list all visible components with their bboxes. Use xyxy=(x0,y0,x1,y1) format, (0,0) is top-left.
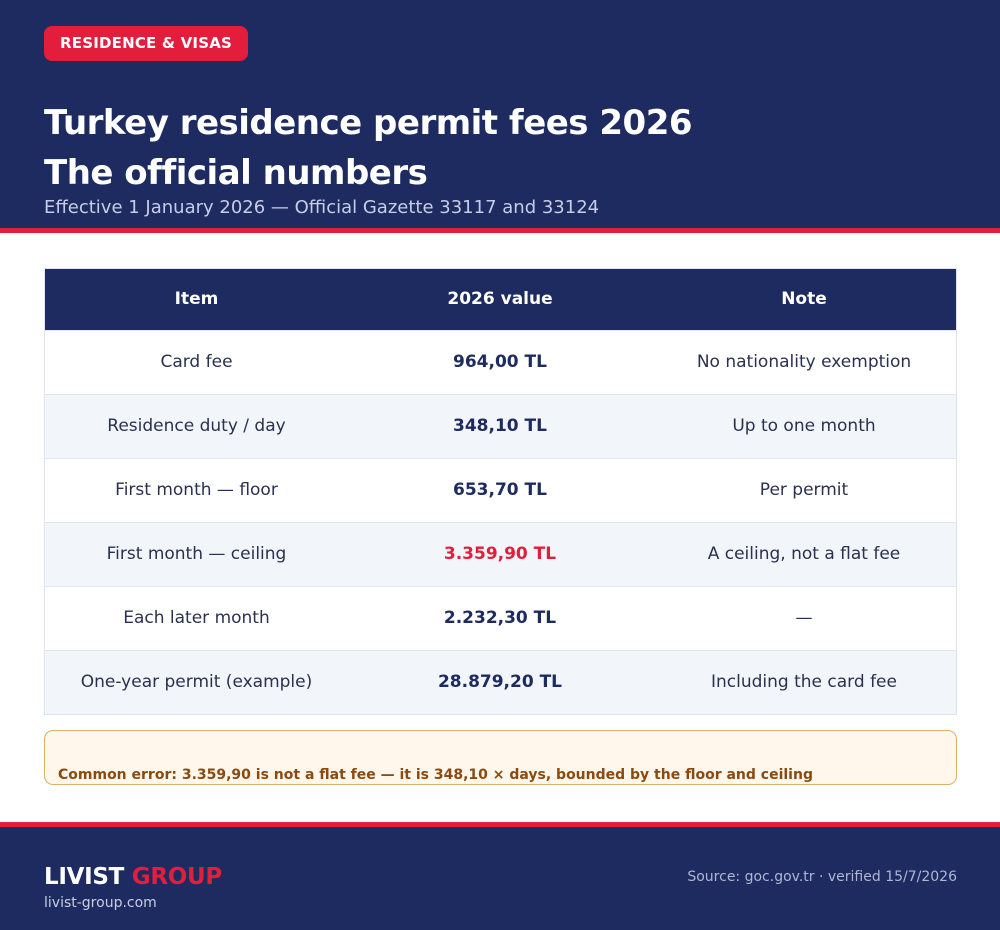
page-title-line1: Turkey residence permit fees 2026 xyxy=(44,103,693,143)
cell-value: 964,00 TL xyxy=(348,329,652,394)
brand-logo: LIVIST GROUP xyxy=(44,863,222,891)
table-row: First month — floor 653,70 TL Per permit xyxy=(45,457,956,522)
page-subtitle: Effective 1 January 2026 — Official Gaze… xyxy=(44,197,600,218)
cell-item: One-year permit (example) xyxy=(45,649,348,714)
column-header-value: 2026 value xyxy=(348,269,652,330)
cell-item: First month — ceiling xyxy=(45,521,348,586)
page-title: Turkey residence permit fees 2026 The of… xyxy=(44,98,944,198)
common-error-callout: Common error: 3.359,90 is not a flat fee… xyxy=(44,730,957,785)
table-row: Card fee 964,00 TL No nationality exempt… xyxy=(45,329,956,394)
header-divider xyxy=(0,228,1000,233)
table-row: Residence duty / day 348,10 TL Up to one… xyxy=(45,393,956,458)
cell-item: First month — floor xyxy=(45,457,348,522)
cell-value: 2.232,30 TL xyxy=(348,585,652,650)
cell-value-highlighted: 3.359,90 TL xyxy=(348,521,652,586)
category-badge: RESIDENCE & VISAS xyxy=(44,26,249,61)
callout-text: Common error: 3.359,90 is not a flat fee… xyxy=(58,767,813,783)
cell-value: 653,70 TL xyxy=(348,457,652,522)
cell-item: Each later month xyxy=(45,585,348,650)
cell-note: Per permit xyxy=(652,457,956,522)
website-link[interactable]: livist-group.com xyxy=(44,895,157,911)
cell-item: Residence duty / day xyxy=(45,393,348,458)
cell-value: 348,10 TL xyxy=(348,393,652,458)
table-row: Each later month 2.232,30 TL — xyxy=(45,585,956,650)
source-note: Source: goc.gov.tr · verified 15/7/2026 xyxy=(687,869,957,885)
cell-note: A ceiling, not a flat fee xyxy=(652,521,956,586)
cell-note: Up to one month xyxy=(652,393,956,458)
cell-item: Card fee xyxy=(45,329,348,394)
cell-note: No nationality exemption xyxy=(652,329,956,394)
cell-note: Including the card fee xyxy=(652,649,956,714)
column-header-note: Note xyxy=(652,269,956,330)
brand-name-part2: GROUP xyxy=(131,864,222,890)
brand-name-part1: LIVIST xyxy=(44,864,125,890)
column-header-item: Item xyxy=(45,269,348,330)
cell-value: 28.879,20 TL xyxy=(348,649,652,714)
header-banner: RESIDENCE & VISAS Turkey residence permi… xyxy=(0,0,1000,228)
table-row: One-year permit (example) 28.879,20 TL I… xyxy=(45,649,956,714)
table-header-row: Item 2026 value Note xyxy=(45,269,956,330)
fees-table: Item 2026 value Note Card fee 964,00 TL … xyxy=(44,268,957,715)
footer-divider xyxy=(0,822,1000,827)
table-row: First month — ceiling 3.359,90 TL A ceil… xyxy=(45,521,956,586)
cell-note: — xyxy=(652,585,956,650)
page-title-line2: The official numbers xyxy=(44,153,428,193)
footer: LIVIST GROUP livist-group.com Source: go… xyxy=(0,827,1000,930)
